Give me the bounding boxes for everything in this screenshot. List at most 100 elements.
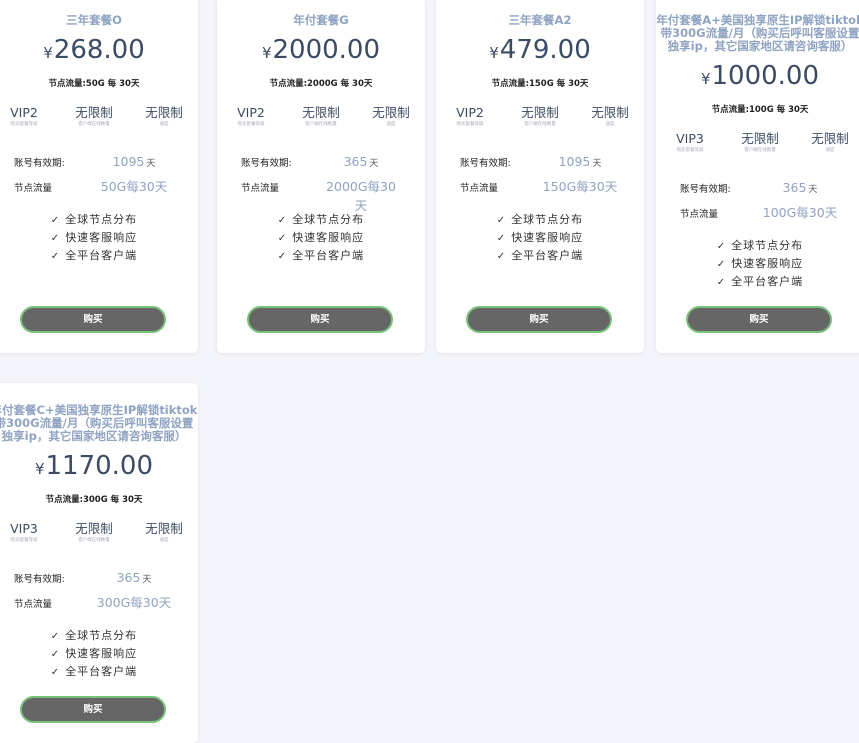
traffic-row: 节点流量 150G每30天 [460,176,620,198]
traffic-label: 节点流量 [460,183,499,194]
stat: 无限制客户端在线数量 [59,521,129,544]
validity-value-wrap: 1095 天 [540,154,620,169]
feature-list: 全球节点分布快速客服响应全平台客户端 [51,211,137,265]
feature: 全平台客户端 [717,273,803,291]
feature-list: 全球节点分布快速客服响应全平台客户端 [51,627,137,681]
traffic-label: 节点流量 [241,183,280,194]
currency: ¥ [489,44,499,62]
page: 三年套餐O ¥268.00 节点流量:50G 每 30天 VIP2 购买套餐等级 无限制客… [0,0,859,727]
plan-title: 三年套餐A2 [508,13,572,27]
stat-value: 无限制 [302,105,340,120]
traffic-row: 节点流量 2000G每30天 [241,176,401,213]
validity-row: 账号有效期: 365 天 [14,570,174,592]
validity-unit: 天 [146,159,156,169]
validity-unit: 天 [142,575,152,585]
stat-value: VIP2 [456,105,484,120]
plan-price: ¥1000.00 [701,59,819,96]
traffic-value: 50G每30天 [100,179,168,194]
plan-title: 年付套餐C+美国独享原生IP解锁tiktok带300G流量/月（购买后呼叫客服设… [0,403,198,443]
feature: 快速客服响应 [51,645,137,663]
plan-card: 年付套餐C+美国独享原生IP解锁tiktok带300G流量/月（购买后呼叫客服设… [0,383,198,743]
validity-value-wrap: 365 天 [760,180,840,195]
stat-label: 速度 [159,538,169,543]
buy-button[interactable]: 购买 [20,306,166,333]
stat-label: 购买套餐等级 [676,148,704,153]
stat-value: 无限制 [145,105,183,120]
validity-unit: 天 [369,159,379,169]
buy-button[interactable]: 购买 [247,306,393,333]
stat-label: 购买套餐等级 [237,122,265,127]
validity-label: 账号有效期: [14,574,65,585]
price-amount: 1170.00 [45,451,154,481]
traffic-note: 节点流量:50G 每 30天 [48,79,140,89]
stat-label: 客户端在线数量 [524,122,556,127]
validity-row: 账号有效期: 365 天 [680,180,840,202]
traffic-label: 节点流量 [680,209,719,220]
stat-value: 无限制 [75,521,113,536]
plan-title: 年付套餐A+美国独享原生IP解锁tiktok带300G流量/月（购买后呼叫客服设… [656,13,859,53]
feature: 全球节点分布 [51,627,137,645]
plan-price: ¥1170.00 [35,449,153,486]
feature: 快速客服响应 [51,229,137,247]
stat-label: 购买套餐等级 [10,122,38,127]
stat-value: VIP3 [676,131,704,146]
stat: 无限制 速度 [356,105,426,128]
feature: 全平台客户端 [51,663,137,681]
feature: 快速客服响应 [497,229,583,247]
traffic-label: 节点流量 [14,599,53,610]
traffic-row: 节点流量 300G每30天 [14,592,174,614]
validity-unit: 天 [592,159,602,169]
feature: 全平台客户端 [497,247,583,265]
stat-label: 购买套餐等级 [10,538,38,543]
currency: ¥ [43,44,53,62]
plan-card: 年付套餐A+美国独享原生IP解锁tiktok带300G流量/月（购买后呼叫客服设… [656,0,859,353]
feature: 全球节点分布 [51,211,137,229]
validity-value: 1095 [558,154,591,169]
feature: 全球节点分布 [717,237,803,255]
stat-value: 无限制 [372,105,410,120]
stat-value: 无限制 [741,131,779,146]
validity-value: 365 [343,154,368,169]
validity-row: 账号有效期: 365 天 [241,154,401,176]
stat-label: 客户端在线数量 [78,538,110,543]
plan-price: ¥479.00 [489,33,591,70]
buy-button[interactable]: 购买 [686,306,832,333]
stat-label: 速度 [386,122,396,127]
feature: 全球节点分布 [497,211,583,229]
price-amount: 268.00 [53,35,145,65]
currency: ¥ [261,44,272,62]
stat: VIP2 购买套餐等级 [216,105,286,128]
feature-list: 全球节点分布快速客服响应全平台客户端 [278,211,364,265]
info: 账号有效期: 365 天节点流量 100G每30天 [680,180,840,224]
stat-label: 客户端在线数量 [305,122,337,127]
stat: 无限制客户端在线数量 [286,105,356,128]
stat-label: 速度 [605,122,615,127]
validity-value-wrap: 365 天 [94,570,174,585]
stat-label: 购买套餐等级 [456,122,484,127]
stat-value: VIP2 [10,105,38,120]
buy-button[interactable]: 购买 [20,696,166,723]
buy-button[interactable]: 购买 [466,306,612,333]
stat-value: 无限制 [145,521,183,536]
stat: 无限制 速度 [795,131,859,154]
validity-label: 账号有效期: [680,184,731,195]
stat-value: VIP2 [237,105,265,120]
traffic-value: 150G每30天 [542,179,618,194]
stats-row: VIP2 购买套餐等级 无限制 客户端在线数量 无限制 速度 [216,105,426,128]
traffic-row: 节点流量 50G每30天 [14,176,174,198]
traffic-note: 节点流量:100G 每 30天 [711,105,809,115]
stat-value: VIP3 [10,521,38,536]
stat-label: 客户端在线数量 [78,122,110,127]
stat-label: 速度 [825,148,835,153]
validity-value: 365 [116,570,141,585]
stat-value: 无限制 [521,105,559,120]
plan-card: 三年套餐O ¥268.00 节点流量:50G 每 30天 VIP2 购买套餐等级 无限制客… [0,0,198,353]
traffic-value: 100G每30天 [762,205,838,220]
traffic-note: 节点流量:2000G 每 30天 [269,79,373,89]
stat-value: 无限制 [75,105,113,120]
feature-list: 全球节点分布快速客服响应全平台客户端 [497,211,583,265]
validity-value: 1095 [112,154,145,169]
validity-label: 账号有效期: [14,158,65,169]
plan-title: 三年套餐O [66,13,122,27]
info: 账号有效期: 365 天节点流量 2000G每30天 [241,154,401,213]
